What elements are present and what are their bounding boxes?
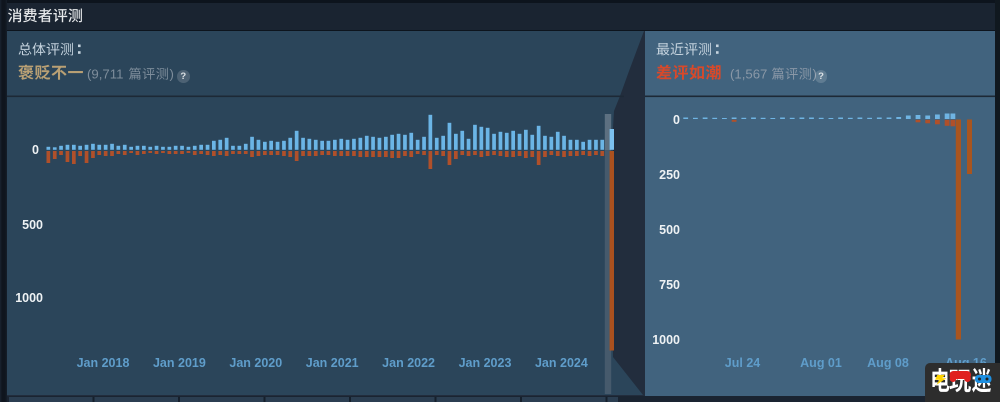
svg-text:(9,711: (9,711	[87, 66, 123, 81]
svg-text:(1,567: (1,567	[730, 66, 767, 81]
svg-text:): )	[170, 66, 174, 81]
svg-text:): )	[813, 66, 817, 81]
